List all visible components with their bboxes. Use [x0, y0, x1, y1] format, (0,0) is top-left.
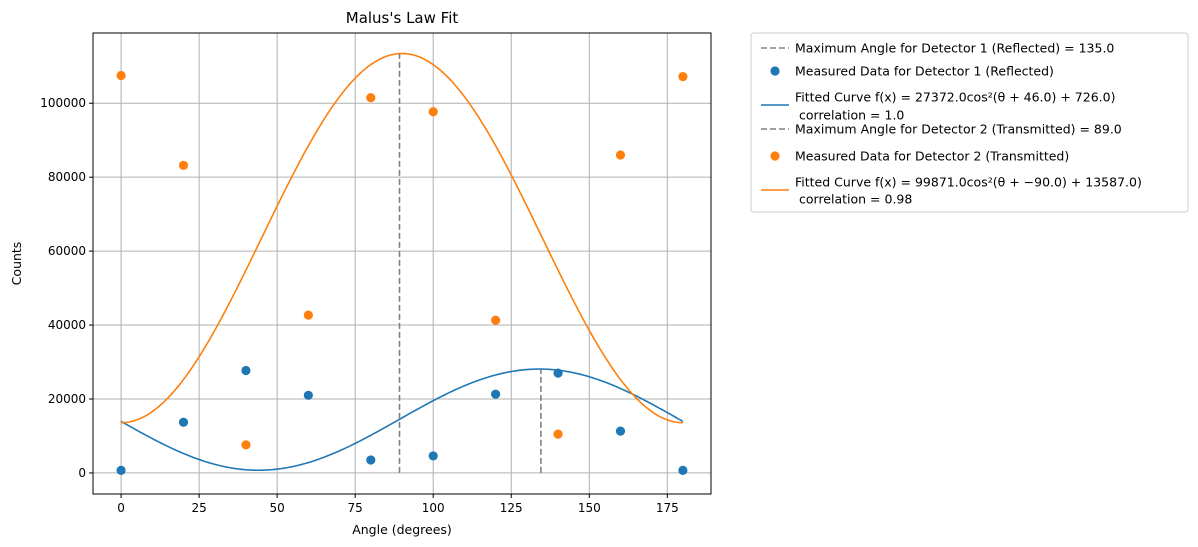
x-tick-label: 175 [656, 501, 679, 515]
data-point-detector-2 [428, 107, 438, 117]
data-point-detector-1 [678, 465, 688, 475]
legend-label-correlation: correlation = 0.98 [799, 192, 912, 207]
data-point-detector-1 [428, 451, 438, 461]
legend: Maximum Angle for Detector 1 (Reflected)… [750, 32, 1189, 213]
legend-label-max-line: Maximum Angle for Detector 2 (Transmitte… [795, 122, 1122, 137]
data-point-detector-2 [241, 440, 251, 450]
x-tick-label: 75 [348, 501, 363, 515]
data-point-detector-2 [366, 93, 376, 103]
data-point-detector-1 [553, 368, 563, 378]
fit-curve-2 [121, 52, 683, 424]
data-point-detector-1 [366, 455, 376, 465]
legend-label-fit: Fitted Curve f(x) = 99871.0cos²(θ + −90.… [795, 175, 1142, 190]
data-point-detector-2 [116, 70, 126, 81]
y-tick-label: 40000 [48, 318, 86, 332]
y-axis-label: Counts [9, 242, 24, 286]
legend-label-correlation: correlation = 1.0 [799, 108, 904, 123]
y-tick-label: 60000 [48, 244, 86, 258]
data-point-detector-1 [491, 389, 501, 399]
data-point-detector-2 [553, 429, 563, 439]
y-tick-label: 0 [78, 466, 86, 480]
data-point-detector-1 [241, 365, 251, 376]
y-ticks: 0 20000 40000 60000 80000 100000 [40, 96, 93, 480]
x-tick-label: 50 [270, 501, 285, 515]
data-point-detector-2 [491, 315, 501, 325]
legend-label-data: Measured Data for Detector 1 (Reflected) [795, 64, 1054, 79]
legend-box [750, 32, 1189, 213]
legend-label-fit: Fitted Curve f(x) = 27372.0cos²(θ + 46.0… [795, 90, 1115, 105]
data-point-detector-1 [178, 417, 189, 427]
x-axis-label: Angle (degrees) [352, 522, 452, 537]
y-tick-label: 80000 [48, 170, 86, 184]
grid [93, 33, 711, 494]
data-point-detector-1 [615, 426, 626, 436]
x-tick-label: 0 [117, 501, 125, 515]
x-tick-label: 150 [578, 501, 601, 515]
y-tick-label: 100000 [40, 96, 86, 110]
data-point-detector-2 [303, 310, 313, 320]
x-tick-label: 25 [191, 501, 206, 515]
x-tick-label: 125 [500, 501, 523, 515]
chart-title: Malus's Law Fit [346, 9, 459, 27]
data-point-detector-2 [615, 150, 626, 160]
fit-curve-1 [120, 368, 684, 472]
plot-frame [92, 32, 712, 495]
data-point-detector-2 [678, 72, 688, 82]
legend-label-data: Measured Data for Detector 2 (Transmitte… [795, 149, 1069, 164]
data-point-detector-1 [303, 390, 313, 400]
legend-handle-data [770, 151, 780, 161]
x-tick-label: 100 [422, 501, 445, 515]
data-point-detector-1 [116, 465, 126, 475]
x-ticks: 0 25 50 75 100 125 150 175 [117, 494, 679, 515]
legend-label-max-line: Maximum Angle for Detector 1 (Reflected)… [795, 41, 1114, 56]
plot-content [116, 52, 688, 475]
y-tick-label: 20000 [48, 392, 86, 406]
legend-handle-data [770, 66, 780, 76]
data-point-detector-2 [178, 160, 189, 170]
